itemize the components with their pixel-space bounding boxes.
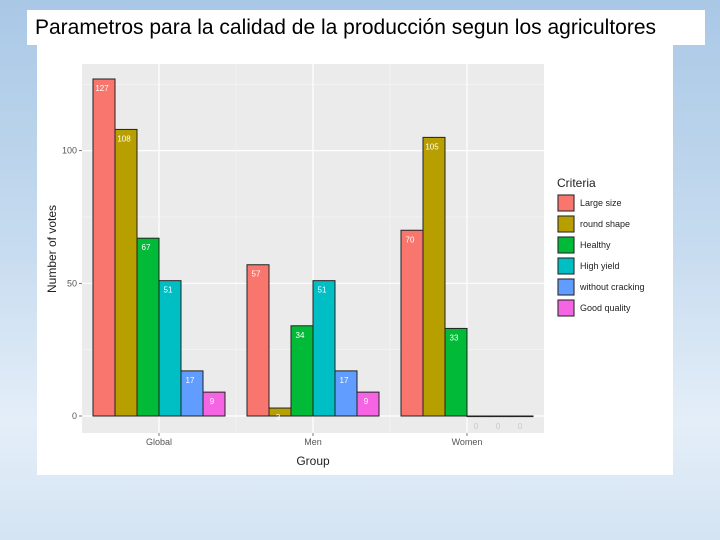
bar — [136, 237, 160, 417]
bar — [444, 327, 468, 417]
legend-label: Healthy — [580, 240, 611, 250]
legend-label: High yield — [580, 261, 620, 271]
legend-label: Large size — [580, 198, 622, 208]
data-label: 0 — [518, 422, 523, 431]
y-tick-label: 50 — [67, 278, 77, 288]
legend-key — [557, 278, 575, 296]
bar — [114, 128, 138, 417]
data-label: 34 — [296, 331, 305, 340]
data-label: 70 — [406, 235, 415, 244]
data-label: 0 — [474, 422, 479, 431]
y-axis-title: Number of votes — [45, 205, 59, 293]
bar — [312, 280, 336, 417]
y-tick-label: 100 — [62, 146, 77, 156]
bar — [488, 415, 512, 418]
slide-title: Parametros para la calidad de la producc… — [27, 10, 705, 45]
data-label: 57 — [252, 270, 261, 279]
data-label: 105 — [425, 142, 439, 151]
data-label: 0 — [496, 422, 501, 431]
bar-chart: 127 108 67 51 17 9 57 3 34 51 17 9 70 105 33 0 0 0 0 50 100… — [45, 64, 645, 468]
data-label: 17 — [186, 376, 195, 385]
bar — [400, 229, 424, 417]
data-label: 51 — [164, 286, 173, 295]
legend-key — [557, 194, 575, 212]
legend-label: without cracking — [579, 282, 645, 292]
data-label: 108 — [117, 134, 131, 143]
bar — [422, 136, 446, 417]
data-label: 67 — [142, 243, 151, 252]
data-label: 9 — [210, 397, 215, 406]
x-tick-label: Women — [452, 437, 483, 447]
data-label: 51 — [318, 286, 327, 295]
chart-figure: 127 108 67 51 17 9 57 3 34 51 17 9 70 105 33 0 0 0 0 50 100… — [37, 45, 673, 475]
bar — [246, 264, 270, 417]
bar — [510, 415, 534, 418]
data-label: 9 — [364, 397, 369, 406]
data-label: 17 — [340, 376, 349, 385]
legend-key — [557, 236, 575, 254]
legend-key — [557, 257, 575, 275]
legend-key — [557, 299, 575, 317]
y-tick-label: 0 — [72, 411, 77, 421]
legend-key — [557, 215, 575, 233]
y-axis: 0 50 100 — [62, 146, 82, 421]
x-tick-label: Men — [304, 437, 322, 447]
x-axis: Global Men Women — [146, 433, 482, 447]
bar — [356, 391, 380, 417]
legend-label: Good quality — [580, 303, 631, 313]
data-label: 33 — [450, 333, 459, 342]
legend-title: Criteria — [557, 176, 596, 190]
bars — [92, 78, 534, 418]
bar — [92, 78, 116, 417]
bar — [158, 280, 182, 417]
x-axis-title: Group — [296, 454, 330, 468]
legend: Criteria Large size round shape Healthy Hig… — [557, 176, 645, 317]
data-label: 127 — [95, 84, 109, 93]
x-tick-label: Global — [146, 437, 172, 447]
legend-label: round shape — [580, 219, 630, 229]
data-label: 3 — [276, 413, 281, 422]
data-labels: 127 108 67 51 17 9 57 3 34 51 17 9 70 105 33 0 0 0 — [95, 84, 522, 431]
bar — [202, 391, 226, 417]
bar — [466, 415, 490, 418]
